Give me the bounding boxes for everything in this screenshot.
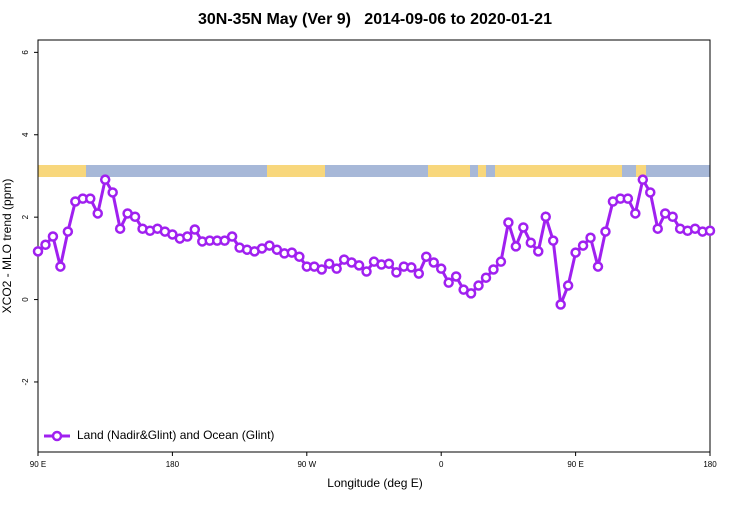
point — [525, 237, 537, 248]
point — [704, 225, 716, 237]
y-tick-label: 0 — [21, 297, 30, 302]
land-band — [478, 165, 486, 177]
point — [361, 266, 372, 277]
point — [331, 263, 342, 274]
point — [450, 271, 462, 282]
y-tick-label: 6 — [21, 50, 30, 55]
point — [182, 231, 193, 242]
point — [353, 260, 365, 271]
point — [32, 246, 44, 257]
point — [570, 247, 581, 258]
point — [495, 256, 507, 267]
plot-frame — [37, 39, 711, 453]
point — [645, 187, 656, 198]
point — [465, 288, 477, 299]
x-tick-label: 90 E — [567, 460, 583, 469]
y-tick-label: 4 — [21, 132, 30, 137]
point — [264, 240, 275, 251]
land-ocean-strip — [38, 165, 710, 177]
point — [413, 268, 425, 279]
point — [286, 247, 298, 258]
point — [547, 235, 559, 246]
x-tick-label: 180 — [166, 460, 180, 469]
point — [667, 211, 678, 222]
point — [637, 174, 649, 185]
chart-title: 30N-35N May (Ver 9) 2014-09-06 to 2020-0… — [198, 11, 552, 28]
point — [226, 231, 238, 242]
point — [428, 257, 439, 268]
x-tick-label: 180 — [703, 460, 717, 469]
point — [62, 226, 74, 237]
land-band — [428, 165, 470, 177]
point — [406, 262, 417, 273]
point — [555, 299, 566, 310]
point — [503, 217, 514, 228]
point — [391, 267, 402, 278]
x-tick-label: 0 — [439, 460, 444, 469]
legend-label: Land (Nadir&Glint) and Ocean (Glint) — [77, 428, 274, 442]
point — [383, 258, 395, 269]
land-band — [636, 165, 646, 177]
x-tick-label: 90 E — [30, 460, 46, 469]
point — [533, 246, 544, 257]
point — [577, 240, 589, 251]
point — [107, 187, 118, 198]
point — [47, 231, 59, 242]
point — [99, 174, 111, 185]
point — [600, 226, 611, 237]
x-axis-label: Longitude (deg E) — [327, 476, 422, 490]
point — [518, 222, 529, 233]
point — [585, 232, 596, 244]
legend-marker — [51, 430, 63, 442]
land-band — [267, 165, 325, 177]
point — [316, 264, 327, 275]
point — [652, 223, 663, 234]
point — [480, 272, 492, 283]
point — [114, 223, 126, 234]
point — [323, 258, 335, 269]
point — [189, 224, 201, 235]
point — [443, 277, 454, 288]
point — [473, 280, 484, 291]
land-band — [495, 165, 622, 177]
x-tick-label: 90 W — [297, 460, 316, 469]
y-tick-label: -2 — [21, 378, 30, 386]
land-band — [38, 165, 86, 177]
point — [488, 264, 499, 275]
point — [129, 211, 141, 222]
point — [510, 241, 522, 252]
y-tick-label: 2 — [21, 214, 30, 219]
point — [167, 229, 178, 240]
point — [421, 251, 432, 262]
point — [540, 211, 551, 222]
y-axis-label: XCO2 - MLO trend (ppm) — [0, 179, 14, 314]
point — [630, 208, 641, 219]
point — [562, 280, 574, 291]
point — [592, 261, 604, 272]
point — [55, 261, 66, 272]
point — [85, 193, 96, 204]
point — [294, 251, 305, 262]
point — [622, 193, 634, 204]
point — [92, 208, 103, 219]
point — [40, 239, 51, 251]
point — [435, 263, 447, 274]
point — [219, 235, 230, 246]
